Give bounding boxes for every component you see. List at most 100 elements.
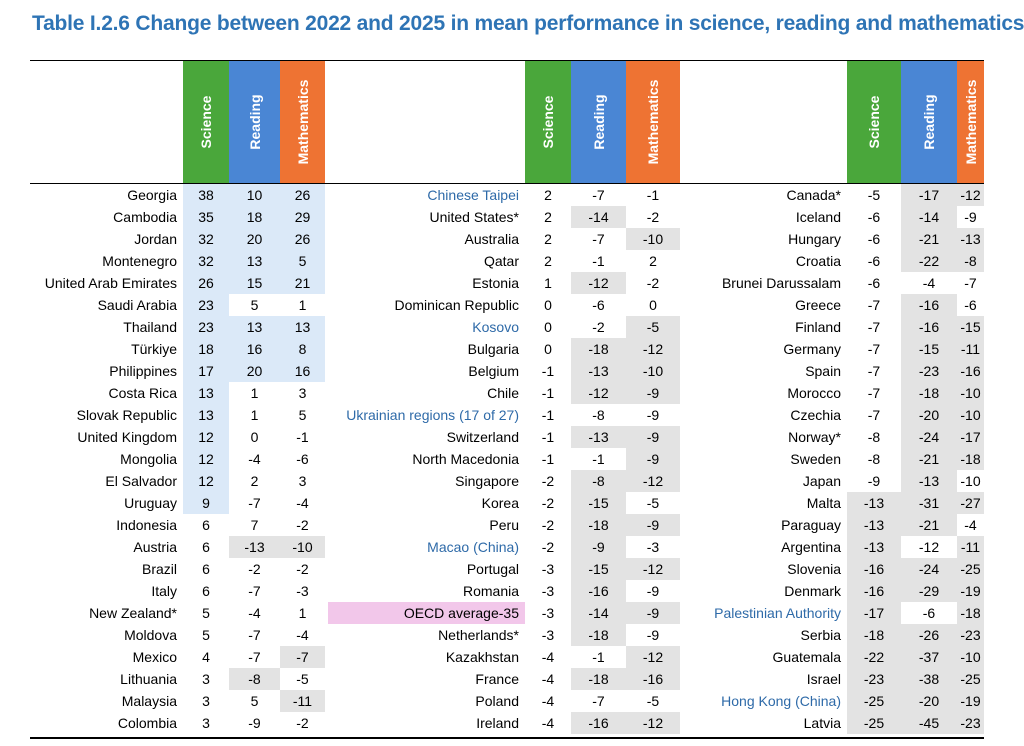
panel-right: Science Reading Mathematics Canada* -5 -17… [680,61,984,737]
mathematics-value: 16 [280,360,325,382]
science-value: -1 [541,429,555,445]
country-name: United Kingdom [77,429,177,445]
country-name: Moldova [124,627,177,643]
header-reading: Reading [901,61,957,183]
science-value: -23 [847,668,901,690]
country-name: Greece [795,297,841,313]
country-name: Norway* [788,429,841,445]
mathematics-value: -10 [957,646,984,668]
reading-value: -13 [571,360,626,382]
science-value: 23 [183,316,229,338]
table-row: Morocco -7 -18 -10 [680,382,984,404]
reading-value: -15 [901,338,957,360]
mathematics-value: -17 [957,426,984,448]
country-name: Philippines [109,363,177,379]
header-reading: Reading [571,61,626,183]
reading-value: -4 [248,451,261,467]
country-name: New Zealand* [89,605,177,621]
science-value: -9 [867,473,881,489]
science-value: 2 [544,231,552,247]
table-row: Canada* -5 -17 -12 [680,184,984,206]
reading-value: 18 [229,206,280,228]
science-value: -6 [867,209,881,225]
science-value: 23 [183,294,229,316]
science-value: -6 [867,275,881,291]
table-row: Dominican Republic 0 -6 0 [328,294,680,316]
table-row: Philippines 17 20 16 [30,360,325,382]
mathematics-value: -9 [626,382,680,404]
science-value: -4 [541,693,555,709]
reading-value: -16 [571,712,626,734]
country-name: Mexico [132,649,177,665]
table-row: Ireland -4 -16 -12 [328,712,680,734]
science-value: -7 [867,319,881,335]
reading-value: 13 [229,316,280,338]
table-row: Estonia 1 -12 -2 [328,272,680,294]
mathematics-value: 29 [280,206,325,228]
reading-value: -6 [922,605,936,621]
mathematics-value: -3 [296,583,309,599]
country-name: Bulgaria [467,341,519,357]
reading-value: -24 [901,558,957,580]
table-row: Kazakhstan -4 -1 -12 [328,646,680,668]
table-row: Sweden -8 -21 -18 [680,448,984,470]
science-value: -1 [541,385,555,401]
table-row: Bulgaria 0 -18 -12 [328,338,680,360]
reading-value: -2 [248,561,261,577]
country-name: Ireland [476,715,519,731]
country-name: Denmark [784,583,841,599]
header-rule [30,183,984,184]
science-value: -4 [541,649,555,665]
table-row: Switzerland -1 -13 -9 [328,426,680,448]
country-name: Portugal [466,561,519,577]
science-value: 1 [544,275,552,291]
reading-value: -14 [571,602,626,624]
mathematics-value: -9 [646,407,660,423]
mathematics-value: -9 [646,583,660,599]
science-value: 12 [183,470,229,492]
table-row: Romania -3 -16 -9 [328,580,680,602]
science-value: -3 [541,605,555,621]
mathematics-value: -2 [296,561,309,577]
country-name: Sweden [790,451,841,467]
table-row: Netherlands* -3 -18 -9 [328,624,680,646]
reading-value: -7 [248,583,261,599]
table-row: Macao (China) -2 -9 -3 [328,536,680,558]
country-name: Guatemala [772,649,841,665]
table-row: OECD average-35 -3 -14 -9 [328,602,680,624]
reading-value: -13 [571,426,626,448]
country-name: Morocco [787,385,841,401]
reading-value: -29 [901,580,957,602]
reading-value: 5 [250,693,259,709]
panel-rows: Canada* -5 -17 -12 Iceland -6 -14 -9 Hungary -6 -2… [680,184,984,734]
science-value: 0 [544,297,552,313]
mathematics-value: 0 [649,297,657,313]
mathematics-value: 2 [649,253,657,269]
table-row: Latvia -25 -45 -23 [680,712,984,734]
table-row: Austria 6 -13 -10 [30,536,325,558]
mathematics-value: -7 [280,646,325,668]
table-row: Japan -9 -13 -10 [680,470,984,492]
mathematics-value: -16 [957,360,984,382]
table-row: Cambodia 35 18 29 [30,206,325,228]
country-name: Italy [151,583,177,599]
reading-value: 1 [250,407,259,423]
table-row: Argentina -13 -12 -11 [680,536,984,558]
reading-value: -8 [571,470,626,492]
mathematics-value: -2 [646,209,660,225]
country-name: United States* [429,209,520,225]
country-name: Hungary [788,231,841,247]
mathematics-value: -5 [296,671,309,687]
science-value: -1 [541,407,555,423]
mathematics-value: -18 [957,448,984,470]
mathematics-value: -9 [626,602,680,624]
reading-value: -18 [901,382,957,404]
country-name: Kosovo [472,319,519,335]
mathematics-value: 1 [298,297,307,313]
reading-value: -37 [901,646,957,668]
reading-value: -1 [592,451,605,467]
science-value: 6 [202,583,210,599]
table-row: Chinese Taipei 2 -7 -1 [328,184,680,206]
mathematics-value: -13 [957,228,984,250]
country-name: Finland [795,319,841,335]
